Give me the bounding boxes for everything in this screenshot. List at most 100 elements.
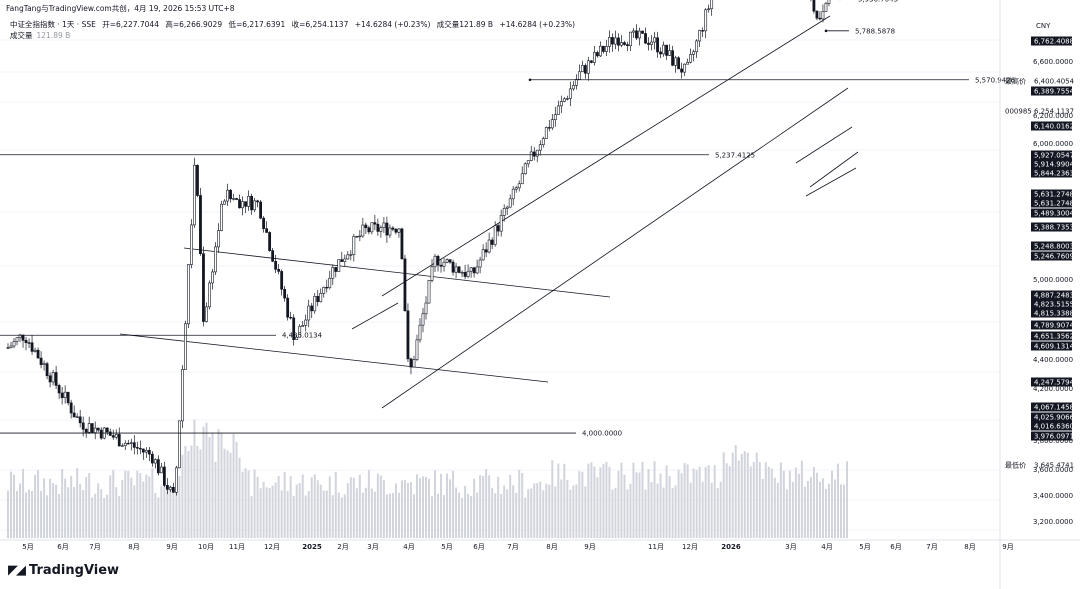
- candle: [349, 250, 353, 261]
- candle: [632, 27, 635, 38]
- volume-bar: [725, 463, 728, 538]
- volume-bar: [76, 468, 79, 538]
- price-marker[interactable]: 5,914.9904: [1031, 159, 1075, 169]
- svg-text:5,388.7353: 5,388.7353: [1034, 224, 1074, 232]
- candle: [90, 423, 94, 434]
- volume-bar: [638, 472, 641, 538]
- volume-value: 成交量121.89 B: [436, 20, 494, 29]
- price-marker[interactable]: 6,140.0162: [1031, 121, 1074, 131]
- candle: [592, 45, 596, 66]
- time-tick: 4月: [821, 543, 832, 551]
- candle: [454, 262, 458, 279]
- volume-bar: [124, 470, 127, 538]
- symbol-title[interactable]: 中证全指指数 · 1天 · SSE: [10, 20, 96, 29]
- volume-bar: [710, 482, 713, 538]
- volume-bar: [689, 482, 692, 538]
- trend-line[interactable]: [183, 247, 611, 298]
- candle: [493, 221, 497, 247]
- volume-bar: [220, 432, 223, 538]
- price-marker[interactable]: 5,489.3004: [1031, 208, 1075, 218]
- trend-line[interactable]: [809, 151, 859, 188]
- price-marker[interactable]: 5,844.2363: [1031, 168, 1074, 178]
- candle: [445, 258, 449, 264]
- volume-bar: [145, 474, 148, 538]
- candle: [57, 383, 61, 399]
- candle: [523, 162, 527, 175]
- level-anchor: [824, 29, 828, 33]
- volume-bar: [794, 467, 797, 538]
- volume-bar: [467, 493, 470, 538]
- volume-bar: [704, 467, 707, 538]
- volume-bar: [668, 476, 671, 538]
- volume-bar: [692, 468, 695, 538]
- price-marker[interactable]: 4,651.3562: [1031, 331, 1074, 341]
- candle: [190, 219, 193, 269]
- candle: [33, 347, 37, 353]
- volume-bar: [821, 478, 824, 538]
- price-marker[interactable]: 5,388.7353: [1031, 222, 1074, 232]
- volume-bar: [698, 466, 701, 538]
- price-marker[interactable]: 4,887.2483: [1031, 290, 1074, 300]
- price-marker[interactable]: 4,067.1458: [1031, 402, 1074, 412]
- trend-line[interactable]: [381, 15, 831, 297]
- candle: [656, 31, 659, 58]
- candle: [171, 482, 175, 493]
- candle: [472, 266, 476, 278]
- price-marker[interactable]: 4,815.3388: [1031, 308, 1074, 318]
- volume-bar: [202, 426, 205, 538]
- candle: [162, 461, 166, 488]
- candle: [202, 246, 205, 327]
- price-marker[interactable]: 5,631.2748: [1031, 198, 1074, 208]
- candle: [614, 30, 617, 50]
- trend-line[interactable]: [381, 87, 849, 409]
- trend-line[interactable]: [119, 333, 549, 383]
- volume-bar: [91, 497, 94, 538]
- trend-line[interactable]: [351, 302, 399, 330]
- price-marker[interactable]: 6,389.7554: [1031, 86, 1075, 96]
- volume-bar: [464, 485, 467, 538]
- price-marker[interactable]: 4,016.6360: [1031, 421, 1074, 431]
- candle: [316, 290, 320, 307]
- candle: [677, 56, 680, 70]
- candle: [39, 351, 43, 369]
- level-label: 5,570.9426: [975, 76, 1016, 84]
- ohlc-legend: 中证全指指数 · 1天 · SSE 开=6,227.7044 高=6,266.9…: [10, 19, 579, 30]
- trend-line[interactable]: [795, 126, 853, 164]
- price-marker[interactable]: 4,789.9074: [1031, 320, 1075, 330]
- volume-bar: [785, 489, 788, 538]
- grid: [0, 39, 1000, 531]
- volume-bar: [421, 476, 424, 538]
- candle: [620, 34, 623, 48]
- volume-bar: [106, 494, 109, 538]
- price-marker[interactable]: 5,246.7609: [1031, 251, 1074, 261]
- candle: [256, 199, 259, 208]
- candle: [138, 440, 142, 455]
- price-marker[interactable]: 5,248.8003: [1031, 241, 1074, 251]
- candle: [63, 385, 67, 404]
- volume-bar: [181, 454, 184, 538]
- price-marker[interactable]: 4,823.5155: [1031, 299, 1074, 309]
- price-marker[interactable]: 4,609.1314: [1031, 341, 1075, 351]
- volume-title[interactable]: 成交量: [10, 31, 33, 40]
- price-marker[interactable]: 4,025.9066: [1031, 412, 1075, 422]
- candle: [337, 259, 341, 272]
- price-marker[interactable]: 3,976.0971: [1031, 431, 1074, 441]
- price-tick: 6,600.0000: [1033, 58, 1073, 66]
- price-marker[interactable]: 5,927.0547: [1031, 150, 1074, 160]
- volume-bar: [277, 475, 280, 538]
- trend-line[interactable]: [805, 167, 857, 197]
- time-tick: 11月: [648, 543, 664, 551]
- time-tick: 8月: [546, 543, 557, 551]
- volume-bar: [659, 473, 662, 538]
- candle: [283, 285, 287, 302]
- price-axis[interactable]: CNY 6,600.0000 6,200.0000 6,000.0000 5,000.0…: [999, 0, 1075, 589]
- price-marker[interactable]: 4,247.5794: [1031, 377, 1075, 387]
- change-value: +14.6284 (+0.23%): [354, 20, 431, 29]
- volume-bar: [551, 460, 554, 538]
- volume-bar: [623, 474, 626, 538]
- price-marker[interactable]: 6,762.4088: [1031, 36, 1074, 46]
- price-marker[interactable]: 5,631.2748: [1031, 189, 1074, 199]
- candle: [436, 254, 440, 272]
- time-axis[interactable]: 5月 6月 7月 8月 9月 10月 11月 12月 2025 2月 3月 4月 5月 6月 7月 8月 9月 1…: [0, 539, 1080, 551]
